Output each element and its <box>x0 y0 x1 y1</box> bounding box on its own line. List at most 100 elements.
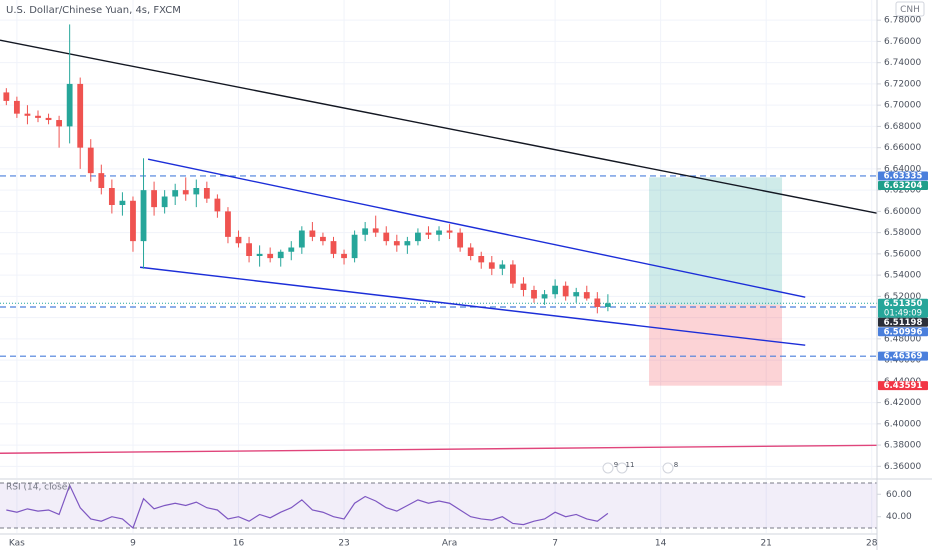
candle-body <box>341 253 347 259</box>
candle-body <box>119 200 126 206</box>
candle-body <box>541 294 548 299</box>
y-tick-label: 6.38000 <box>884 441 921 451</box>
price-label: 6.51350 <box>884 299 923 309</box>
price-label-box <box>878 327 928 337</box>
candle-body <box>161 196 168 208</box>
candle-body <box>562 285 569 297</box>
y-tick-label: 6.54000 <box>884 271 921 281</box>
candle-body <box>45 117 52 121</box>
candle-body <box>151 190 157 208</box>
x-tick-label: 7 <box>552 539 558 549</box>
price-label: 6.51198 <box>884 318 923 328</box>
candle-body <box>510 264 516 284</box>
candle-body <box>267 253 274 259</box>
rsi-pane <box>0 480 877 533</box>
y-tick-label: 6.64000 <box>884 164 921 174</box>
countdown: 01:49:09 <box>884 308 922 318</box>
price-label-box <box>878 351 928 361</box>
price-label: 6.46369 <box>884 352 923 362</box>
candle-body <box>298 230 305 248</box>
x-tick-label: Kas <box>9 539 25 549</box>
candle-body <box>393 241 400 246</box>
event-count: 8 <box>674 461 678 469</box>
price-label-box <box>878 381 928 391</box>
candle-body <box>66 83 73 127</box>
event-marker <box>602 462 614 474</box>
currency-label[interactable]: CNH <box>900 5 920 15</box>
candle-body <box>604 303 611 307</box>
candle-body <box>246 243 252 256</box>
candle-body <box>436 230 442 235</box>
trend-line <box>147 158 806 298</box>
main-pane <box>0 0 877 478</box>
candle-body <box>256 253 263 256</box>
target-zone <box>649 177 783 305</box>
y-tick-label: 6.68000 <box>884 122 921 132</box>
event-marker <box>662 462 674 474</box>
price-label: 6.63335 <box>884 171 923 181</box>
y-tick-label: 6.74000 <box>884 58 921 68</box>
candle-body <box>203 188 210 199</box>
trend-line <box>139 266 806 346</box>
candle-body <box>457 232 464 248</box>
candle-body <box>98 173 105 189</box>
y-tick-label: 6.76000 <box>884 37 921 47</box>
candle-body <box>182 190 189 195</box>
rsi-band <box>0 483 877 528</box>
candle-body <box>56 120 63 127</box>
price-label-box <box>878 171 928 181</box>
candle-body <box>277 251 284 259</box>
y-tick-label: 6.48000 <box>884 334 921 344</box>
candle-body <box>3 92 10 101</box>
x-tick-label: 21 <box>760 539 771 549</box>
candle-body <box>594 298 601 307</box>
candle-body <box>140 190 147 242</box>
y-tick-label: 6.40000 <box>884 419 921 429</box>
price-label-box <box>878 298 928 318</box>
candle-body <box>309 230 316 237</box>
y-tick-label: 6.70000 <box>884 101 921 111</box>
y-tick-label: 6.78000 <box>884 16 921 26</box>
stop-zone <box>649 304 783 386</box>
candle-body <box>520 283 527 290</box>
candle-body <box>235 236 242 244</box>
event-count: 9 <box>614 461 618 469</box>
y-tick-label: 6.58000 <box>884 228 921 238</box>
candle-body <box>583 292 590 299</box>
candle-body <box>130 200 136 242</box>
candle-body <box>478 255 485 263</box>
symbol-title: U.S. Dollar/Chinese Yuan, 4s, FXCM <box>6 5 181 16</box>
candle-body <box>446 230 453 233</box>
x-tick-label: 23 <box>338 539 349 549</box>
price-label-box <box>878 180 928 190</box>
x-tick-label: 16 <box>233 539 245 549</box>
candle-body <box>288 247 295 252</box>
y-tick-label: 6.52000 <box>884 292 921 302</box>
candle-body <box>383 232 390 242</box>
x-tick-label: 9 <box>130 539 136 549</box>
candle-body <box>415 232 421 242</box>
y-tick-label: 6.72000 <box>884 79 921 89</box>
candle-body <box>77 83 84 148</box>
y-tick-label: 6.60000 <box>884 207 921 217</box>
candle-body <box>372 228 379 233</box>
candle-body <box>362 228 369 235</box>
rsi-title: RSI (14, close) <box>6 483 71 493</box>
y-tick-label: 6.42000 <box>884 398 921 408</box>
candle-body <box>425 232 432 235</box>
rsi-tick-label: 40.00 <box>886 512 912 522</box>
event-count: 11 <box>626 461 635 469</box>
candle-body <box>552 285 559 295</box>
candle-body <box>467 247 474 256</box>
price-label: 6.63204 <box>884 181 923 191</box>
candle-body <box>24 113 31 116</box>
candle-body <box>108 188 115 206</box>
y-tick-label: 6.62000 <box>884 186 921 196</box>
y-tick-label: 6.36000 <box>884 462 921 472</box>
rsi-tick-label: 60.00 <box>886 490 912 500</box>
candle-body <box>499 264 506 269</box>
candle-body <box>35 115 41 118</box>
candle-body <box>351 234 358 259</box>
event-marker <box>616 462 628 474</box>
currency-button[interactable] <box>895 1 925 17</box>
